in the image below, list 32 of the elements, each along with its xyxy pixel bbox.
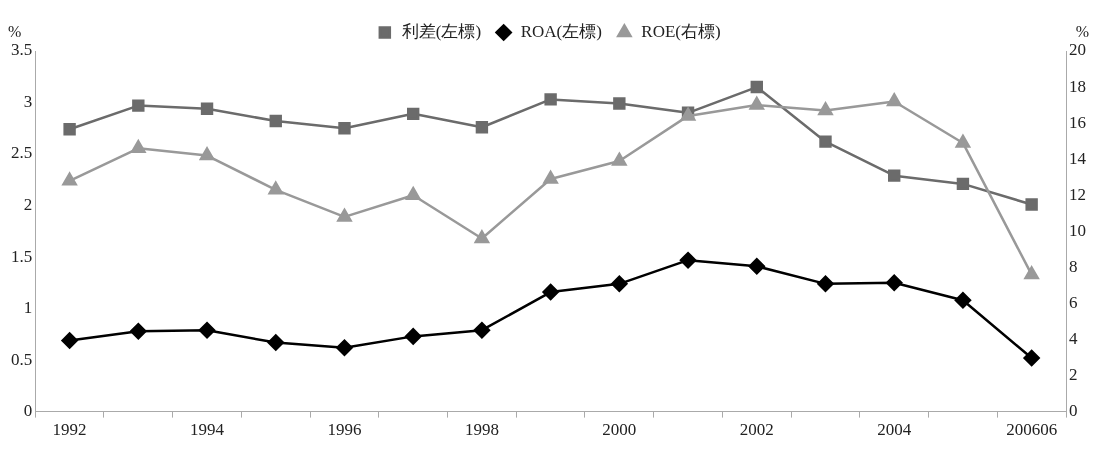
y2-tick-label: 14 bbox=[1069, 148, 1087, 168]
y2-tick-label: 10 bbox=[1069, 220, 1086, 240]
x-tick-label: 2004 bbox=[877, 420, 912, 440]
x-tick-label: 2000 bbox=[602, 420, 637, 440]
x-tick-label: 1996 bbox=[327, 420, 362, 440]
x-tick-label: 1992 bbox=[52, 420, 87, 440]
legend-label: ROE(右標) bbox=[641, 21, 721, 41]
y2-tick-label: 18 bbox=[1069, 76, 1086, 96]
y-tick-label: 1 bbox=[23, 298, 33, 318]
y2-tick-label: 6 bbox=[1069, 292, 1078, 312]
legend-label: ROA(左標) bbox=[520, 21, 602, 41]
x-tick-label: 1994 bbox=[190, 420, 225, 440]
y2-tick-label: 12 bbox=[1069, 184, 1086, 204]
y-axis-title: % bbox=[8, 23, 22, 41]
y-tick-label: 3.5 bbox=[11, 40, 33, 60]
y-tick-label: 3 bbox=[23, 91, 33, 111]
y-tick-label: 2 bbox=[23, 195, 33, 215]
y2-tick-label: 2 bbox=[1069, 365, 1078, 385]
y-tick-label: 2.5 bbox=[11, 143, 33, 163]
y2-axis-title: % bbox=[1075, 23, 1089, 41]
y2-tick-label: 0 bbox=[1069, 401, 1078, 421]
y-tick-label: 0.5 bbox=[11, 349, 33, 369]
y2-tick-label: 4 bbox=[1069, 328, 1078, 348]
legend-label: 利差(左標) bbox=[401, 21, 482, 41]
y-tick-label: 1.5 bbox=[11, 246, 33, 266]
y2-tick-label: 8 bbox=[1069, 256, 1078, 276]
x-tick-label: 2002 bbox=[739, 420, 774, 440]
x-tick-label: 1998 bbox=[464, 420, 499, 440]
y2-tick-label: 20 bbox=[1069, 40, 1086, 60]
x-tick-label: 200606 bbox=[1006, 420, 1058, 440]
y2-tick-label: 16 bbox=[1069, 112, 1086, 132]
y-tick-label: 0 bbox=[23, 401, 33, 421]
